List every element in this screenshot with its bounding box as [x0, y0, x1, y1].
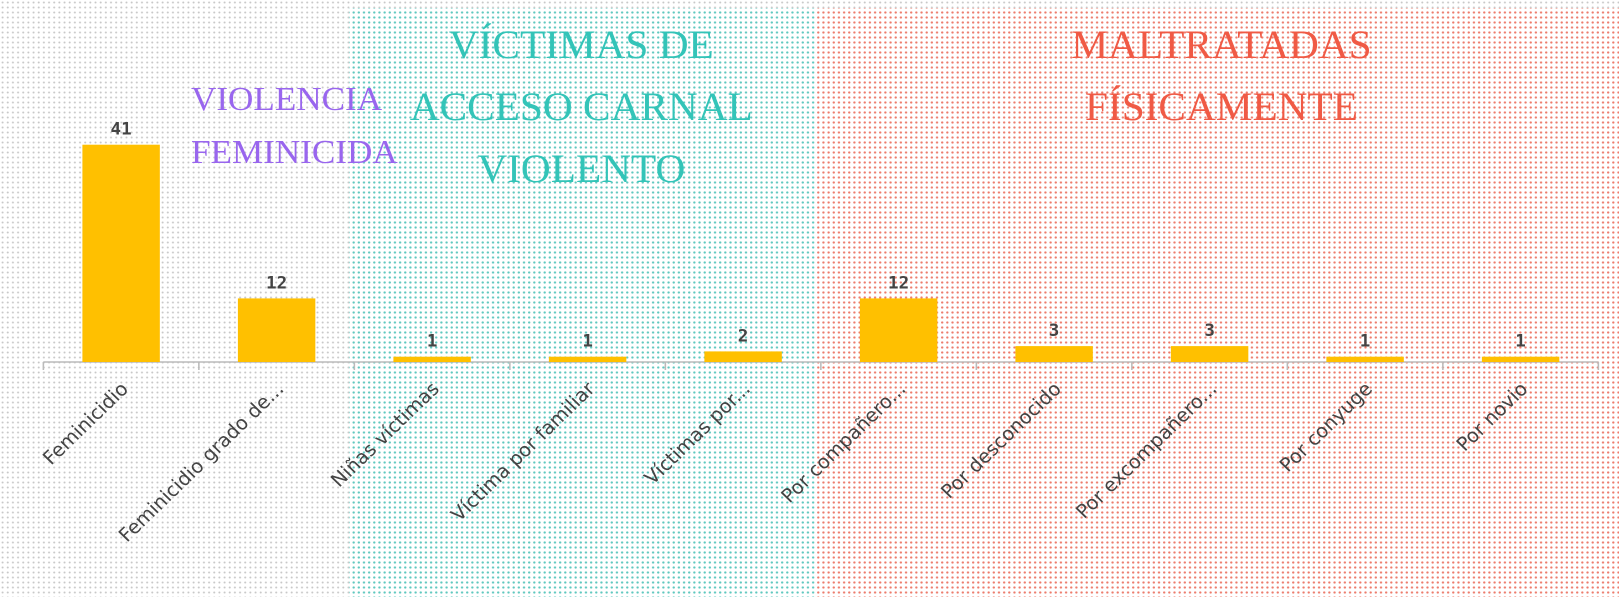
- data-label: 3: [1049, 321, 1060, 341]
- data-label: 12: [888, 274, 909, 294]
- bar: [393, 356, 471, 362]
- bar: [1326, 356, 1404, 362]
- data-label: 2: [738, 327, 749, 347]
- data-label: 3: [1204, 321, 1215, 341]
- annotation: VÍCTIMAS DE: [449, 23, 714, 67]
- red-region: [815, 8, 1619, 597]
- data-label: 1: [582, 332, 593, 352]
- bar: [548, 356, 627, 362]
- bar: [704, 351, 782, 362]
- annotation: ACCESO CARNAL: [410, 85, 753, 129]
- bar: [859, 298, 938, 362]
- annotation: VIOLENCIA: [191, 80, 382, 117]
- annotation: FÍSICAMENTE: [1085, 85, 1358, 129]
- data-label: 1: [1515, 332, 1526, 352]
- teal-region: [348, 8, 816, 597]
- bar: [237, 298, 316, 362]
- bar: [1015, 346, 1093, 362]
- bar: [1481, 356, 1560, 362]
- bar: [1170, 346, 1249, 362]
- bar: [82, 144, 160, 362]
- data-label: 1: [427, 332, 438, 352]
- annotation: FEMINICIDA: [191, 133, 398, 170]
- annotation: VIOLENTO: [477, 147, 685, 191]
- data-label: 12: [266, 274, 287, 294]
- data-label: 1: [1360, 332, 1371, 352]
- data-label: 41: [111, 120, 132, 140]
- annotation: MALTRATADAS: [1071, 23, 1371, 67]
